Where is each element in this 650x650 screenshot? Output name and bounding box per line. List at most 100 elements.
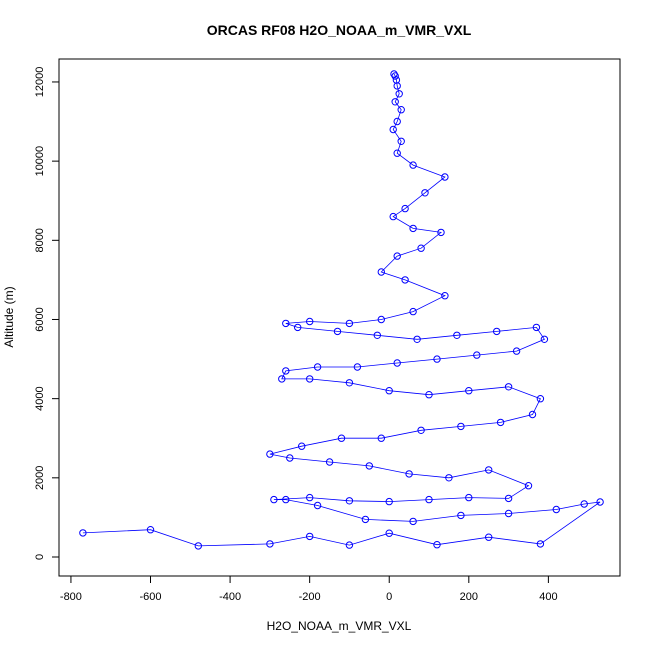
data-point bbox=[345, 319, 354, 328]
data-point bbox=[425, 391, 433, 399]
y-tick-label: 4000 bbox=[34, 386, 46, 410]
data-point bbox=[333, 327, 342, 336]
data-point bbox=[266, 450, 274, 458]
data-point bbox=[266, 540, 274, 548]
data-point bbox=[377, 268, 385, 276]
data-point bbox=[282, 367, 290, 375]
data-point bbox=[536, 540, 545, 548]
data-point bbox=[504, 509, 513, 518]
data-point bbox=[493, 327, 501, 336]
data-point bbox=[393, 149, 401, 157]
data-point bbox=[393, 359, 401, 367]
y-tick-label: 0 bbox=[34, 554, 46, 560]
data-point bbox=[409, 517, 417, 526]
data-point bbox=[532, 323, 541, 332]
data-point bbox=[401, 204, 409, 213]
data-point bbox=[298, 442, 306, 450]
data-point bbox=[313, 501, 322, 510]
data-point bbox=[536, 395, 545, 403]
data-point bbox=[393, 117, 401, 126]
data-point bbox=[345, 379, 354, 387]
data-point bbox=[365, 462, 373, 470]
data-point bbox=[441, 173, 449, 181]
data-point bbox=[385, 497, 393, 506]
data-point bbox=[580, 500, 588, 508]
y-tick-label: 6000 bbox=[34, 307, 46, 331]
data-point bbox=[596, 498, 604, 506]
data-point bbox=[391, 98, 399, 106]
data-point bbox=[377, 315, 385, 324]
x-tick-label: 0 bbox=[386, 591, 392, 603]
data-point bbox=[337, 434, 346, 442]
x-tick-label: -400 bbox=[219, 591, 241, 603]
y-axis: 0 2000 4000 6000 8000 10000 12000 bbox=[34, 67, 60, 560]
data-point bbox=[496, 418, 505, 427]
x-axis-label: H2O_NOAA_m_VMR_VXL bbox=[267, 619, 412, 633]
data-point bbox=[397, 106, 405, 114]
data-point bbox=[433, 541, 441, 549]
data-point bbox=[504, 494, 513, 503]
data-point bbox=[325, 458, 334, 466]
data-point bbox=[361, 515, 370, 524]
data-point bbox=[306, 317, 314, 326]
chart-title: ORCAS RF08 H2O_NOAA_m_VMR_VXL bbox=[207, 22, 472, 38]
y-tick-label: 10000 bbox=[34, 146, 46, 177]
data-layer bbox=[79, 70, 604, 550]
data-point bbox=[445, 474, 453, 482]
data-point bbox=[306, 493, 314, 502]
data-point bbox=[345, 497, 354, 505]
data-point bbox=[457, 511, 465, 520]
data-point bbox=[286, 454, 294, 462]
data-point bbox=[504, 383, 513, 391]
x-axis: -800 -600 -400 -200 0 200 400 bbox=[60, 575, 558, 603]
data-point bbox=[270, 495, 278, 504]
data-point bbox=[405, 470, 413, 478]
data-point bbox=[409, 307, 417, 316]
x-tick-label: 400 bbox=[539, 591, 557, 603]
data-point bbox=[485, 466, 493, 474]
y-tick-label: 2000 bbox=[34, 466, 46, 490]
data-point bbox=[417, 426, 425, 434]
data-point bbox=[512, 347, 521, 355]
data-point bbox=[146, 526, 155, 534]
data-point bbox=[437, 228, 445, 237]
data-point bbox=[79, 529, 87, 537]
x-tick-label: 200 bbox=[460, 591, 478, 603]
data-point bbox=[409, 224, 417, 233]
data-point bbox=[278, 375, 286, 383]
data-point bbox=[528, 410, 537, 419]
x-tick-label: -600 bbox=[139, 591, 161, 603]
data-point bbox=[313, 363, 322, 371]
data-point bbox=[389, 125, 397, 134]
data-point bbox=[524, 482, 533, 490]
data-point bbox=[465, 387, 473, 395]
series-line bbox=[82, 73, 601, 547]
data-point bbox=[433, 355, 441, 363]
data-point bbox=[385, 529, 393, 537]
data-point bbox=[552, 505, 560, 514]
y-tick-label: 8000 bbox=[34, 228, 46, 252]
data-point bbox=[385, 387, 393, 395]
x-tick-label: -200 bbox=[299, 591, 321, 603]
data-point bbox=[194, 542, 203, 550]
data-point bbox=[473, 351, 481, 359]
data-point bbox=[453, 331, 461, 339]
data-point bbox=[397, 137, 405, 146]
data-point bbox=[390, 70, 398, 78]
y-axis-label: Altitude (m) bbox=[2, 286, 16, 347]
data-point bbox=[421, 189, 429, 197]
data-point bbox=[465, 493, 473, 502]
data-point bbox=[389, 212, 397, 221]
data-point bbox=[345, 541, 354, 549]
data-point bbox=[282, 319, 290, 328]
data-point bbox=[441, 292, 449, 300]
data-point bbox=[457, 422, 465, 431]
data-point bbox=[391, 72, 399, 80]
data-point bbox=[306, 532, 314, 541]
data-point bbox=[409, 161, 417, 169]
data-point bbox=[417, 244, 425, 252]
data-point bbox=[282, 495, 290, 504]
y-tick-label: 12000 bbox=[34, 67, 46, 98]
